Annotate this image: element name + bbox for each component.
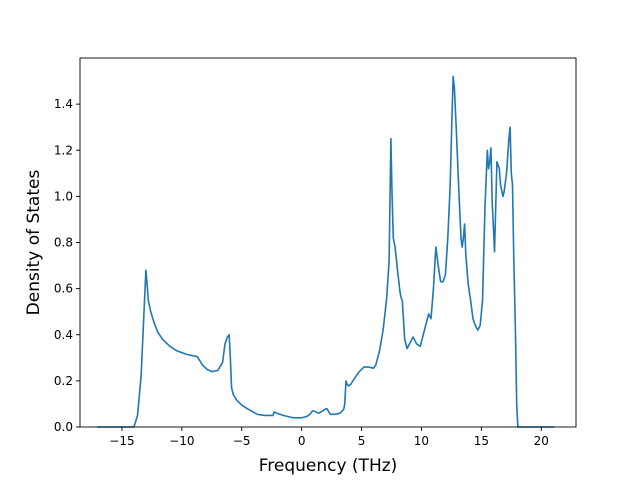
x-tick-label: −10 <box>169 434 194 448</box>
series-line <box>97 75 555 428</box>
x-tick-label: 0 <box>298 434 306 448</box>
x-tick-label: 20 <box>534 434 549 448</box>
y-tick-label: 1.2 <box>54 143 73 157</box>
plot-area <box>97 75 555 428</box>
x-axis-label: Frequency (THz) <box>259 456 398 476</box>
x-axis-ticks: −15 −10 −5 0 5 10 15 20 <box>109 427 549 448</box>
y-tick-label: 0.2 <box>54 374 73 388</box>
y-axis-ticks: 0.0 0.2 0.4 0.6 0.8 1.0 1.2 1.4 <box>54 97 80 434</box>
x-tick-label: −5 <box>233 434 251 448</box>
x-tick-label: 5 <box>358 434 366 448</box>
y-tick-label: 0.0 <box>54 420 73 434</box>
y-tick-label: 0.6 <box>54 282 73 296</box>
y-tick-label: 1.0 <box>54 189 73 203</box>
y-tick-label: 1.4 <box>54 97 73 111</box>
y-tick-label: 0.4 <box>54 328 73 342</box>
x-tick-label: −15 <box>109 434 134 448</box>
x-tick-label: 15 <box>474 434 489 448</box>
x-tick-label: 10 <box>414 434 429 448</box>
y-tick-label: 0.8 <box>54 236 73 250</box>
y-axis-label: Density of States <box>24 170 44 316</box>
